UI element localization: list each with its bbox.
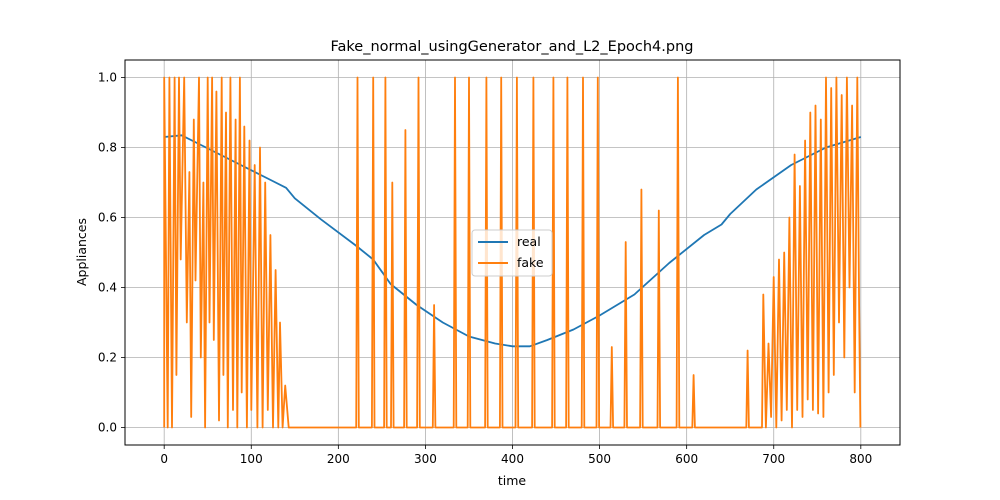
x-tick-label: 600 [675,452,698,466]
legend: real fake [471,229,553,277]
x-tick-label: 200 [327,452,350,466]
legend-label-fake: fake [517,255,544,270]
x-tick-label: 400 [501,452,524,466]
y-axis-label: Appliances [74,218,89,286]
legend-label-real: real [517,234,541,249]
x-tick-label: 0 [160,452,168,466]
y-tick-label: 1.0 [98,71,117,85]
x-tick-label: 100 [240,452,263,466]
x-axis-ticks: 0 100 200 300 400 500 600 700 800 [160,445,872,466]
y-tick-label: 0.6 [98,211,117,225]
y-tick-label: 0.8 [98,141,117,155]
x-tick-label: 300 [414,452,437,466]
y-axis-ticks: 0.0 0.2 0.4 0.6 0.8 1.0 [98,71,125,435]
y-tick-label: 0.0 [98,421,117,435]
x-tick-label: 800 [849,452,872,466]
chart-title: Fake_normal_usingGenerator_and_L2_Epoch4… [331,39,694,55]
x-tick-label: 700 [762,452,785,466]
x-axis-label: time [498,473,527,488]
y-tick-label: 0.4 [98,281,117,295]
x-tick-label: 500 [588,452,611,466]
series-line-real [164,134,862,348]
y-tick-label: 0.2 [98,351,117,365]
